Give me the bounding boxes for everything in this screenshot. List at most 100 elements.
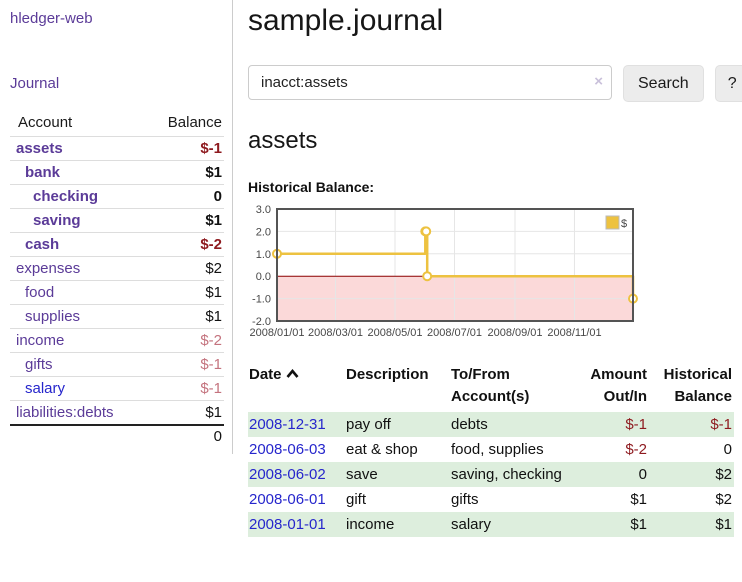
- transaction-date-link[interactable]: 2008-12-31: [249, 416, 326, 433]
- account-row: income $-2: [10, 328, 224, 353]
- account-row: assets $-1: [10, 136, 224, 161]
- account-link-checking[interactable]: checking: [33, 188, 99, 205]
- account-link-bank[interactable]: bank: [25, 164, 61, 181]
- clear-search-icon[interactable]: ×: [594, 73, 603, 90]
- transaction-row: 2008-12-31 pay off debts $-1 $-1: [248, 412, 734, 437]
- account-row: food $1: [10, 280, 224, 305]
- chevron-up-icon: [286, 364, 299, 386]
- svg-text:-2.0: -2.0: [252, 316, 271, 328]
- account-row: saving $1: [10, 208, 224, 233]
- accounts-header-balance: Balance: [143, 111, 224, 137]
- accounts-table: Account Balance assets $-1 bank $1 check…: [10, 111, 224, 448]
- transaction-balance: $1: [715, 516, 732, 533]
- account-balance: $-1: [143, 352, 224, 377]
- account-balance: $1: [143, 280, 224, 305]
- account-row: gifts $-1: [10, 352, 224, 377]
- search-button[interactable]: Search: [623, 65, 704, 102]
- transaction-accounts: saving, checking: [451, 466, 562, 483]
- svg-text:2008/07/01: 2008/07/01: [427, 327, 482, 339]
- accounts-total-row: 0: [10, 424, 224, 448]
- transaction-balance: $2: [715, 466, 732, 483]
- sidebar-item-journal[interactable]: Journal: [10, 75, 60, 92]
- account-balance: $1: [143, 208, 224, 233]
- svg-text:2008/09/01: 2008/09/01: [487, 327, 542, 339]
- account-row: supplies $1: [10, 304, 224, 329]
- transaction-balance: $2: [715, 491, 732, 508]
- transaction-accounts: salary: [451, 516, 492, 533]
- transaction-balance: 0: [723, 441, 732, 458]
- account-balance: $1: [143, 400, 224, 426]
- svg-text:2.0: 2.0: [256, 226, 271, 238]
- account-balance: $1: [143, 160, 224, 185]
- account-link-assets[interactable]: assets: [16, 140, 63, 157]
- transaction-description: income: [346, 516, 395, 533]
- search-input[interactable]: [248, 65, 612, 100]
- amount-header: Amount Out/In: [590, 366, 647, 405]
- svg-text:3.0: 3.0: [256, 204, 271, 216]
- account-balance: $1: [143, 304, 224, 329]
- app-brand-link[interactable]: hledger-web: [10, 10, 93, 27]
- transaction-description: gift: [346, 491, 367, 508]
- account-link-cash[interactable]: cash: [25, 236, 60, 253]
- transaction-amount: $1: [630, 491, 647, 508]
- account-link-liabilities-debts[interactable]: liabilities:debts: [16, 404, 114, 421]
- accounts-header-account: Account: [10, 111, 144, 137]
- transaction-date-link[interactable]: 2008-06-01: [249, 491, 326, 508]
- transaction-row: 2008-06-01 gift gifts $1 $2: [248, 487, 734, 512]
- transaction-row: 2008-06-02 save saving, checking 0 $2: [248, 462, 734, 487]
- account-balance: $2: [143, 256, 224, 281]
- sidebar: hledger-web Journal Account Balance asse…: [0, 0, 233, 454]
- transaction-description: eat & shop: [346, 441, 418, 458]
- sort-by-date-header[interactable]: Date: [248, 361, 345, 412]
- account-link-expenses[interactable]: expenses: [16, 260, 81, 277]
- transaction-description: save: [346, 466, 378, 483]
- account-link-gifts[interactable]: gifts: [25, 356, 53, 373]
- transaction-row: 2008-06-03 eat & shop food, supplies $-2…: [248, 437, 734, 462]
- historical-balance-chart-container: $3.0 2.0 1.0 0.0 -1.0 -2.0 2008/01/01 2008/03/0…: [248, 204, 742, 346]
- balance-header: Historical Balance: [663, 366, 732, 405]
- svg-text:2008/05/01: 2008/05/01: [367, 327, 422, 339]
- account-balance: $-2: [143, 328, 224, 353]
- account-row: salary $-1: [10, 376, 224, 401]
- account-row: cash $-2: [10, 232, 224, 257]
- account-row: bank $1: [10, 160, 224, 185]
- transaction-date-link[interactable]: 2008-06-03: [249, 441, 326, 458]
- account-row: expenses $2: [10, 256, 224, 281]
- account-link-income[interactable]: income: [16, 332, 65, 349]
- account-balance: $-1: [143, 136, 224, 161]
- transaction-balance: $-1: [710, 416, 732, 433]
- transaction-amount: 0: [638, 466, 647, 483]
- account-row: checking 0: [10, 184, 224, 209]
- accounts-header-row: Account Balance: [10, 111, 224, 137]
- transaction-row: 2008-01-01 income salary $1 $1: [248, 512, 734, 537]
- page-title: sample.journal: [248, 4, 444, 37]
- accounts-header: To/From Account(s): [451, 366, 530, 405]
- transaction-accounts: debts: [451, 416, 488, 433]
- svg-text:$: $: [621, 218, 627, 230]
- svg-text:2008/01/01: 2008/01/01: [249, 327, 304, 339]
- account-link-salary[interactable]: salary: [25, 380, 66, 397]
- account-balance: $-2: [143, 232, 224, 257]
- transaction-date-link[interactable]: 2008-06-02: [249, 466, 326, 483]
- svg-text:2008/03/01: 2008/03/01: [308, 327, 363, 339]
- register-table: Date Description To/From Account(s) Amou…: [248, 361, 734, 537]
- transaction-date-link[interactable]: 2008-01-01: [249, 516, 326, 533]
- transaction-amount: $-2: [625, 441, 647, 458]
- transaction-accounts: food, supplies: [451, 441, 544, 458]
- help-button[interactable]: ?: [714, 65, 742, 102]
- transaction-amount: $1: [630, 516, 647, 533]
- transaction-description: pay off: [346, 416, 391, 433]
- account-link-food[interactable]: food: [25, 284, 55, 301]
- main-content: sample.journal × Search ? assets Histori…: [233, 0, 742, 582]
- svg-text:0.0: 0.0: [256, 271, 271, 283]
- transaction-amount: $-1: [625, 416, 647, 433]
- svg-text:1.0: 1.0: [256, 249, 271, 261]
- search-form: × Search ?: [248, 65, 742, 102]
- register-header-row: Date Description To/From Account(s) Amou…: [248, 361, 734, 412]
- account-balance: $-1: [143, 376, 224, 401]
- description-header: Description: [346, 366, 429, 383]
- account-link-supplies[interactable]: supplies: [25, 308, 81, 325]
- account-link-saving[interactable]: saving: [33, 212, 81, 229]
- account-heading: assets: [248, 127, 318, 154]
